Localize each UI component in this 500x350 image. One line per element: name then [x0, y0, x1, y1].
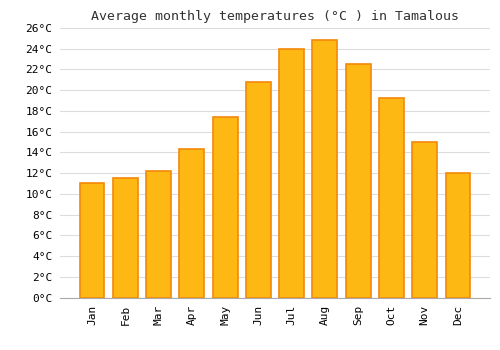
Bar	[312, 41, 338, 298]
Bar	[180, 149, 204, 298]
Bar	[279, 49, 304, 298]
Bar	[346, 64, 370, 298]
Title: Average monthly temperatures (°C ) in Tamalous: Average monthly temperatures (°C ) in Ta…	[91, 10, 459, 23]
Bar	[80, 183, 104, 298]
Bar	[412, 142, 437, 298]
Bar	[146, 171, 171, 298]
Bar	[446, 173, 470, 298]
Bar	[113, 178, 138, 298]
Bar	[246, 82, 271, 298]
Bar	[379, 98, 404, 298]
Bar	[212, 117, 238, 298]
